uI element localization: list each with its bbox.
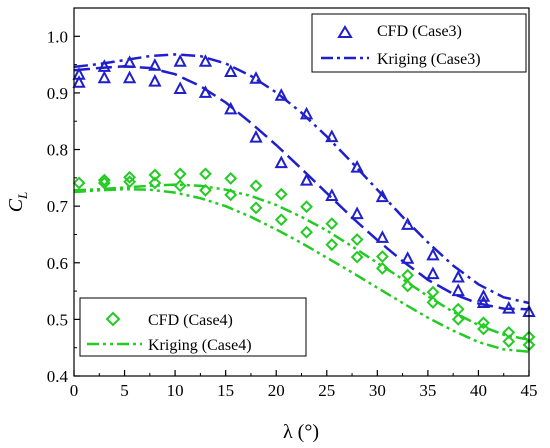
triangle-marker <box>173 54 187 67</box>
x-tick-label: 45 <box>521 381 538 400</box>
diamond-marker <box>325 217 339 231</box>
diamond-marker <box>249 201 263 215</box>
diamond-marker <box>350 233 364 246</box>
diamond-marker <box>173 179 187 193</box>
diamond-marker <box>148 176 162 190</box>
diamond-marker <box>97 173 111 187</box>
diamond-marker <box>199 183 212 197</box>
x-tick-label: 25 <box>318 381 335 400</box>
triangle-marker <box>476 295 491 308</box>
diamond-marker <box>300 200 313 214</box>
diamond-marker <box>224 188 238 202</box>
legend-case4-box <box>79 297 307 357</box>
y-tick-label: 0.8 <box>47 141 68 160</box>
diamond-marker <box>477 316 490 330</box>
diamond-marker <box>173 167 187 181</box>
y-tick-label: 0.9 <box>47 84 68 103</box>
diamond-marker <box>401 268 415 282</box>
y-tick-label: 0.7 <box>47 197 69 216</box>
triangle-marker <box>451 283 465 297</box>
diamond-marker <box>148 168 162 182</box>
y-axis-title-main: C <box>5 198 27 212</box>
triangle-marker <box>173 81 187 94</box>
triangle-marker <box>325 129 339 143</box>
triangle-marker <box>426 266 440 280</box>
triangle-marker <box>198 54 213 67</box>
triangle-marker <box>350 206 364 220</box>
legend-label-cfd-case4: CFD (Case4) <box>148 312 233 329</box>
triangle-marker <box>122 70 137 84</box>
diamond-marker <box>274 187 288 201</box>
triangle-marker <box>299 173 314 186</box>
plot-frame <box>73 7 530 377</box>
x-tick-label: 35 <box>419 381 436 400</box>
diamond-marker <box>502 335 516 348</box>
x-tick-label: 15 <box>217 381 234 400</box>
diamond-marker <box>375 262 389 275</box>
legend-label-cfd-case3: CFD (Case3) <box>377 23 462 40</box>
diamond-marker <box>477 322 490 336</box>
y-tick-label: 0.6 <box>47 254 68 273</box>
x-tick-label: 5 <box>120 381 129 400</box>
x-tick-label: 0 <box>70 381 79 400</box>
diamond-marker <box>72 176 86 190</box>
legend-case3-box <box>311 13 527 73</box>
diamond-marker <box>199 167 212 181</box>
series-layer <box>72 53 536 353</box>
x-tick-label: 30 <box>369 381 386 400</box>
triangle-marker <box>148 73 162 87</box>
y-tick-label: 0.5 <box>47 310 68 329</box>
diamond-marker <box>325 238 339 252</box>
y-axis-title-sub: L <box>15 192 30 200</box>
triangle-marker <box>350 160 364 173</box>
series-line-5 <box>73 187 530 353</box>
triangle-marker <box>451 269 465 283</box>
y-tick-label: 1.0 <box>47 27 68 46</box>
diamond-marker <box>123 170 137 184</box>
legend-case4: CFD (Case4) Kriging (Case4) <box>79 297 307 357</box>
axis-ticks: 0 5 10 15 20 25 30 35 40 45 0.4 0.5 0.6 0.7 0.8 0.9 1.0 <box>47 27 538 400</box>
series-line-1 <box>73 53 530 305</box>
diamond-marker <box>274 213 288 227</box>
triangle-marker <box>401 217 415 230</box>
x-tick-label: 20 <box>268 381 285 400</box>
diamond-marker <box>350 250 364 264</box>
diamond-marker <box>451 312 465 326</box>
legend-diamond-icon <box>105 311 121 327</box>
legend-case3: CFD (Case3) Kriging (Case3) <box>311 13 527 73</box>
x-tick-label: 40 <box>470 381 487 400</box>
legend-label-kriging-case3: Kriging (Case3) <box>377 51 481 68</box>
triangle-marker <box>72 75 86 88</box>
diamond-marker <box>375 250 389 263</box>
y-axis-title: CL <box>5 192 30 213</box>
y-tick-label: 0.4 <box>47 367 69 386</box>
x-axis-title: λ (°) <box>283 421 319 443</box>
triangle-marker <box>375 230 390 243</box>
legend-label-kriging-case4: Kriging (Case4) <box>148 337 252 354</box>
triangle-marker <box>426 247 440 261</box>
triangle-marker <box>274 155 288 169</box>
triangle-marker <box>274 88 288 101</box>
legend-triangle-icon <box>337 25 353 38</box>
triangle-marker <box>476 289 491 302</box>
x-tick-label: 10 <box>167 381 184 400</box>
triangle-marker <box>224 64 238 77</box>
triangle-marker <box>401 251 415 264</box>
triangle-marker <box>249 71 263 84</box>
diamond-marker <box>224 171 238 185</box>
series-line-2 <box>73 65 530 311</box>
triangle-marker <box>249 130 263 143</box>
triangle-marker <box>97 70 111 84</box>
diamond-marker <box>249 179 263 193</box>
diamond-marker <box>300 225 313 239</box>
